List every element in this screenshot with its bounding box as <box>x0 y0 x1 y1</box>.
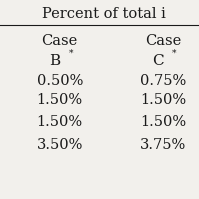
Text: 3.50%: 3.50% <box>36 138 83 152</box>
Text: 1.50%: 1.50% <box>37 115 83 129</box>
Text: 1.50%: 1.50% <box>37 94 83 107</box>
Text: 3.75%: 3.75% <box>140 138 186 152</box>
Text: B: B <box>49 54 60 68</box>
Text: *: * <box>172 49 176 58</box>
Text: Case: Case <box>145 34 181 48</box>
Text: *: * <box>68 49 73 58</box>
Text: 1.50%: 1.50% <box>140 115 186 129</box>
Text: Case: Case <box>42 34 78 48</box>
Text: C: C <box>152 54 164 68</box>
Text: Percent of total i: Percent of total i <box>42 7 165 21</box>
Text: 0.50%: 0.50% <box>36 74 83 88</box>
Text: 0.75%: 0.75% <box>140 74 186 88</box>
Text: 1.50%: 1.50% <box>140 94 186 107</box>
